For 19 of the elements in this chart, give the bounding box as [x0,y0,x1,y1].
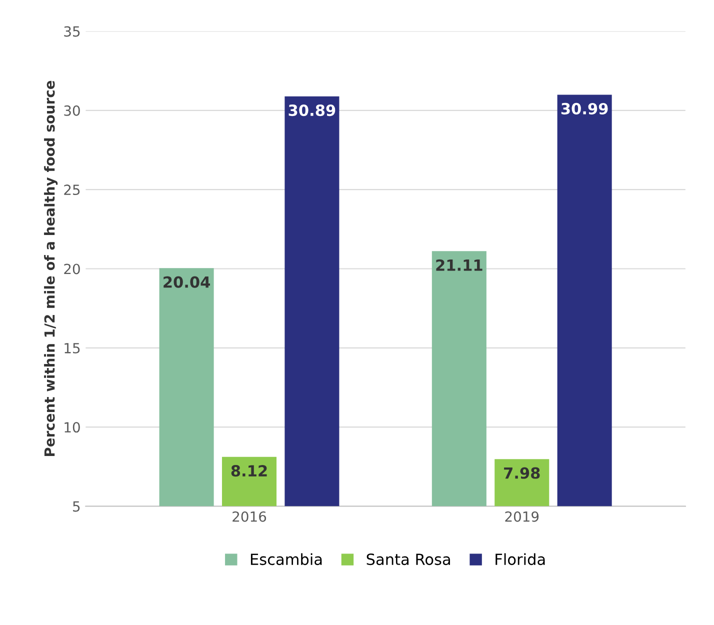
data-label: 20.04 [164,276,210,288]
legend-label: Florida [496,553,545,566]
data-label: 7.98 [504,467,540,479]
y-tick-label: 15 [64,343,80,354]
y-tick-label: 25 [64,184,80,196]
y-tick-label: 30 [64,105,80,116]
y-axis-title: Percent within 1/2 mile of a healthy food source [44,80,58,456]
data-label: 30.89 [288,104,336,116]
data-label: 8.12 [231,465,267,477]
legend-label: Escambia [250,553,322,566]
legend-label: Santa Rosa [366,554,450,566]
y-tick-label: 35 [64,26,80,37]
y-tick-label: 5 [73,501,80,512]
y-tick-label: 20 [64,264,80,274]
data-label: 21.11 [436,259,482,271]
x-tick-label: 2016 [232,511,266,522]
y-tick-label: 10 [64,422,80,433]
data-label: 30.99 [561,102,608,114]
x-tick-label: 2019 [505,511,539,522]
